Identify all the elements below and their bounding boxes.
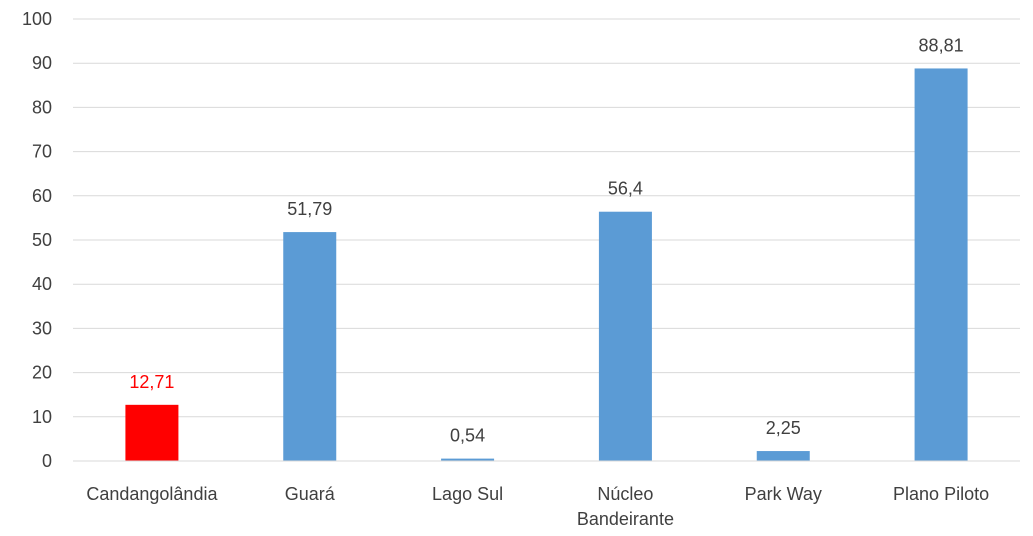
data-label: 88,81: [919, 35, 964, 55]
bar: [441, 458, 495, 461]
bar: [125, 404, 179, 461]
x-tick-label: Park Way: [745, 484, 822, 504]
data-label: 0,54: [450, 426, 485, 446]
y-tick-label: 100: [22, 9, 52, 29]
x-tick-label: Bandeirante: [577, 509, 674, 529]
x-tick-label: Lago Sul: [432, 484, 503, 504]
bar: [598, 211, 652, 461]
bar: [914, 68, 968, 461]
y-tick-label: 90: [32, 53, 52, 73]
data-label: 51,79: [287, 199, 332, 219]
y-tick-label: 60: [32, 186, 52, 206]
x-axis-ticks: Candangolândia Guará Lago Sul Núcleo Bandeir…: [86, 484, 989, 529]
y-tick-label: 50: [32, 230, 52, 250]
data-label: 12,71: [129, 372, 174, 392]
y-tick-label: 40: [32, 274, 52, 294]
x-tick-label: Núcleo: [597, 484, 653, 504]
bar: [283, 232, 337, 461]
data-label: 2,25: [766, 418, 801, 438]
y-axis-ticks: 0 10 20 30 40 50 60 70 80 90 100: [22, 9, 52, 471]
bars: [125, 68, 968, 461]
data-label: 56,4: [608, 179, 643, 199]
x-tick-label: Candangolândia: [86, 484, 218, 504]
x-tick-label: Guará: [285, 484, 336, 504]
y-tick-label: 30: [32, 318, 52, 338]
value-labels: 12,71 51,79 0,54 56,4 2,25 88,81: [129, 35, 963, 445]
gridlines: [73, 18, 1020, 418]
y-tick-label: 0: [42, 451, 52, 471]
y-tick-label: 70: [32, 142, 52, 162]
y-tick-label: 80: [32, 97, 52, 117]
y-tick-label: 10: [32, 407, 52, 427]
y-tick-label: 20: [32, 363, 52, 383]
x-tick-label: Plano Piloto: [893, 484, 989, 504]
bar: [756, 451, 810, 461]
